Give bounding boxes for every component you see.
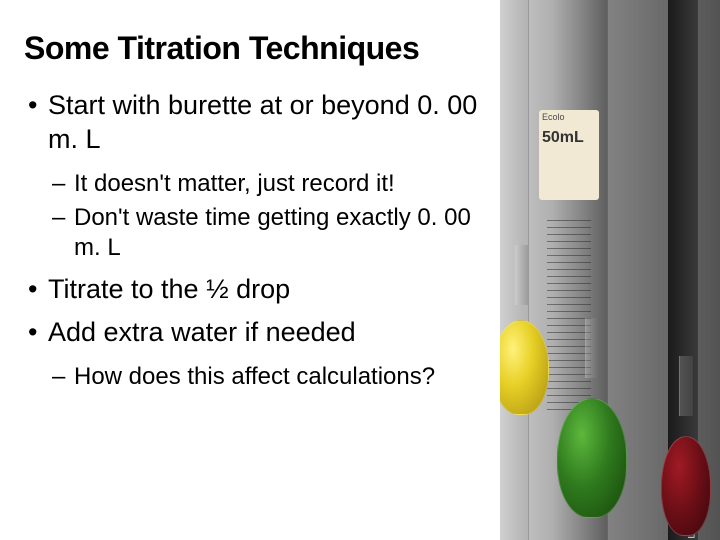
- slide-content: Some Titration Techniques Start with bur…: [0, 0, 510, 402]
- glassware-photo: XIMATE VOLUMES Ecolo 50mL: [500, 0, 720, 540]
- cylinder-label: Ecolo 50mL: [539, 110, 599, 200]
- bullet-item: Start with burette at or beyond 0. 00 m.…: [24, 89, 500, 263]
- sub-bullet-item: It doesn't matter, just record it!: [48, 169, 500, 199]
- cylinder-volume: 50mL: [542, 129, 596, 147]
- sub-bullet-item: Don't waste time getting exactly 0. 00 m…: [48, 203, 500, 263]
- bullet-item: Titrate to the ½ drop: [24, 273, 500, 307]
- cylinder-brand: Ecolo: [542, 112, 565, 122]
- sub-bullet-list: How does this affect calculations?: [48, 362, 500, 392]
- sub-bullet-list: It doesn't matter, just record it! Don't…: [48, 169, 500, 263]
- bullet-list: Start with burette at or beyond 0. 00 m.…: [24, 89, 500, 392]
- bullet-item: Add extra water if needed How does this …: [24, 316, 500, 392]
- sub-bullet-item: How does this affect calculations?: [48, 362, 500, 392]
- flask-red: [655, 356, 717, 536]
- bullet-text: Start with burette at or beyond 0. 00 m.…: [48, 90, 477, 154]
- flask-green: [548, 318, 636, 518]
- slide-title: Some Titration Techniques: [24, 30, 500, 67]
- bullet-text: Titrate to the ½ drop: [48, 274, 290, 304]
- bullet-text: Add extra water if needed: [48, 317, 356, 347]
